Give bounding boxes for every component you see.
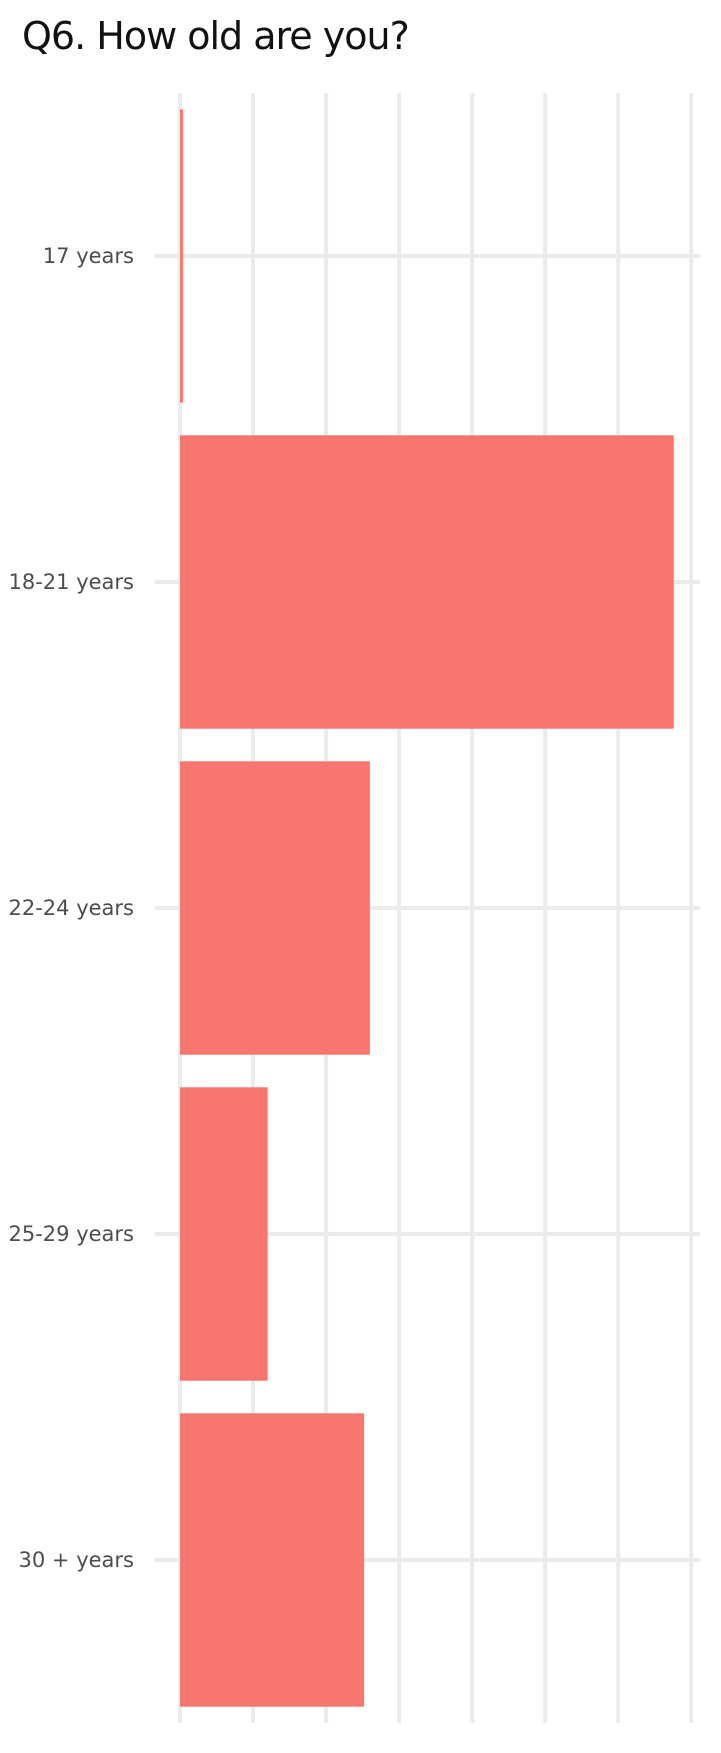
- y-axis-labels: 17 years 18-21 years 22-24 years 25-29 year…: [9, 244, 135, 1572]
- bar: [180, 761, 370, 1055]
- bar: [180, 1087, 268, 1381]
- y-tick-label: 25-29 years: [9, 1222, 135, 1246]
- bar: [180, 1413, 365, 1707]
- bar: [180, 109, 183, 403]
- chart-title: Q6. How old are you?: [22, 14, 410, 58]
- y-tick-label: 30 + years: [19, 1548, 134, 1572]
- y-tick-label: 18-21 years: [9, 570, 135, 594]
- y-tick-label: 17 years: [43, 244, 134, 268]
- bar: [180, 435, 674, 729]
- bars: [180, 109, 674, 1707]
- y-tick-label: 22-24 years: [9, 896, 135, 920]
